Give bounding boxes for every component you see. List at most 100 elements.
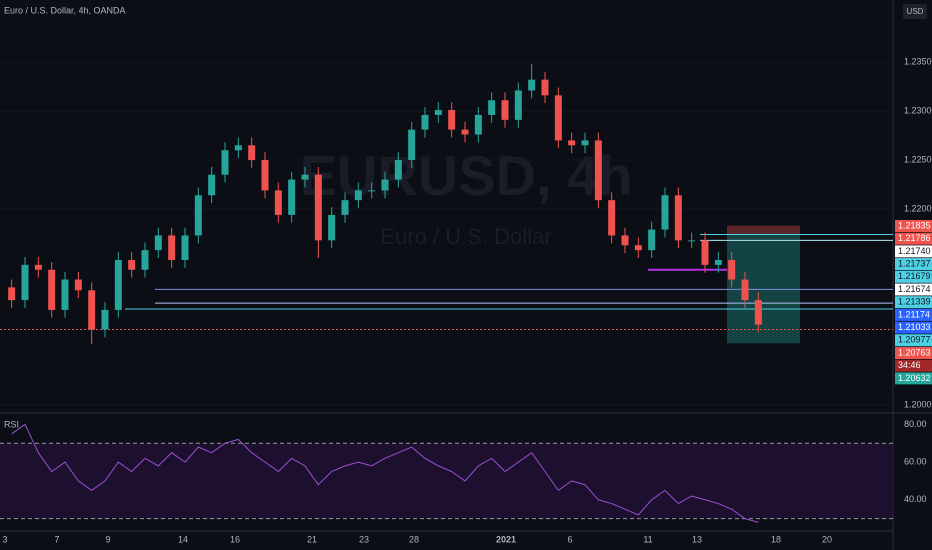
candle-body [528, 79, 536, 91]
candle-body [581, 140, 589, 146]
time-label: 3 [2, 534, 7, 544]
candle-body [754, 300, 762, 325]
price-tag [895, 359, 932, 372]
candle-body [88, 290, 96, 330]
candle-body [554, 95, 562, 141]
time-label: 28 [409, 534, 419, 544]
candle-body [141, 250, 149, 270]
y-tick-label: 1.23000 [904, 105, 932, 115]
symbol-title: Euro / U.S. Dollar, 4h, OANDA [4, 5, 126, 15]
candle-body [274, 190, 282, 215]
price-tag [895, 321, 932, 334]
candle-body [688, 240, 696, 242]
candle-body [674, 195, 682, 241]
candle-body [461, 129, 469, 135]
stop-zone [727, 225, 800, 235]
time-label: 6 [567, 534, 572, 544]
candle-body [568, 140, 576, 146]
price-tag [895, 220, 932, 232]
candle-body [74, 279, 82, 291]
candle-body [421, 114, 429, 130]
time-label: 16 [230, 534, 240, 544]
time-label: 13 [692, 534, 702, 544]
time-label: 11 [643, 534, 652, 544]
price-tag-label: 1.21679 [898, 271, 931, 281]
y-tick-label: 1.22000 [904, 203, 932, 213]
rsi-label: RSI [4, 419, 19, 429]
time-label: 21 [307, 534, 317, 544]
price-tag-label: 1.20763 [898, 347, 931, 357]
currency-button[interactable] [903, 4, 927, 19]
candle-body [354, 190, 362, 201]
candle-body [221, 150, 229, 175]
candle-body [194, 195, 202, 236]
candle-body [48, 269, 56, 310]
price-tag [895, 334, 932, 347]
candle-body [328, 214, 336, 241]
y-tick-label: 1.23500 [904, 56, 932, 66]
candle-body [208, 174, 216, 196]
candle-body [501, 100, 509, 120]
price-tag-label: 34:46 [898, 360, 921, 370]
watermark: EURUSD, 4h [300, 144, 633, 207]
candle-body [381, 179, 389, 191]
price-tag-label: 1.21174 [898, 309, 930, 319]
candle-body [301, 174, 309, 180]
price-tag [895, 258, 932, 271]
candle-body [728, 259, 736, 280]
price-tag [895, 372, 932, 385]
time-label: 7 [54, 534, 59, 544]
candle-body [248, 145, 256, 161]
y-tick-label: 1.22500 [904, 154, 932, 164]
price-tag-label: 1.20632 [898, 373, 931, 383]
rsi-tick-label: 40.00 [904, 494, 927, 504]
candle-body [608, 200, 616, 236]
price-tag-label: 1.21033 [898, 322, 931, 332]
price-tag [895, 308, 932, 321]
price-tag [895, 296, 932, 309]
time-label: 18 [771, 534, 781, 544]
candle-body [434, 110, 442, 115]
candle-body [181, 235, 189, 260]
candle-body [621, 235, 629, 246]
candle-body [8, 287, 16, 301]
candle-body [288, 179, 296, 215]
time-label: 9 [105, 534, 110, 544]
price-tag-label: 1.21740 [898, 246, 931, 256]
price-tag-label: 1.21674 [898, 284, 931, 294]
candle-body [661, 195, 669, 230]
candle-body [594, 140, 602, 201]
candle-body [474, 114, 482, 135]
candle-body [701, 240, 709, 265]
candle-body [114, 259, 122, 310]
time-label: 23 [359, 534, 369, 544]
candle-body [314, 174, 322, 241]
price-tag [895, 232, 932, 245]
candle-body [154, 235, 162, 251]
candle-body [341, 200, 349, 215]
currency-label[interactable]: USD [907, 7, 924, 16]
y-tick-label: 1.20000 [904, 399, 932, 409]
candle-body [488, 100, 496, 115]
candle-body [128, 259, 136, 270]
time-label: 20 [822, 534, 832, 544]
candle-body [394, 160, 402, 180]
watermark-sub: Euro / U.S. Dollar [380, 224, 551, 249]
candle-body [408, 129, 416, 161]
candle-body [541, 79, 549, 96]
candle-body [741, 279, 749, 301]
candle-body [368, 190, 376, 192]
candle-body [101, 309, 109, 330]
price-tag [895, 245, 932, 258]
time-label: 2021 [496, 534, 516, 544]
candle-body [648, 229, 656, 251]
candle-body [261, 160, 269, 191]
rsi-band [0, 443, 893, 519]
candle-body [168, 235, 176, 260]
candle-body [34, 264, 42, 270]
rsi-tick-label: 60.00 [904, 456, 927, 466]
price-tag-label: 1.21737 [898, 258, 931, 268]
candle-body [234, 145, 242, 151]
candle-body [448, 110, 456, 130]
